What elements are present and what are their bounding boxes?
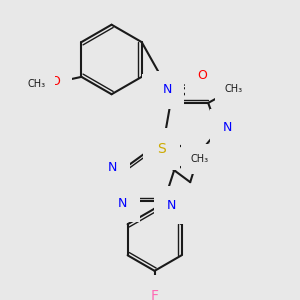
Text: N: N <box>167 199 176 212</box>
Text: O: O <box>197 70 207 83</box>
Text: N: N <box>223 121 232 134</box>
Text: H: H <box>153 85 161 95</box>
Text: N: N <box>108 161 118 174</box>
Text: S: S <box>157 142 166 156</box>
Text: N: N <box>163 83 172 96</box>
Text: CH₃: CH₃ <box>225 84 243 94</box>
Text: CH₃: CH₃ <box>28 79 46 89</box>
Text: CH₃: CH₃ <box>191 154 209 164</box>
Text: N: N <box>118 197 128 210</box>
Text: F: F <box>151 290 159 300</box>
Text: O: O <box>50 75 60 88</box>
